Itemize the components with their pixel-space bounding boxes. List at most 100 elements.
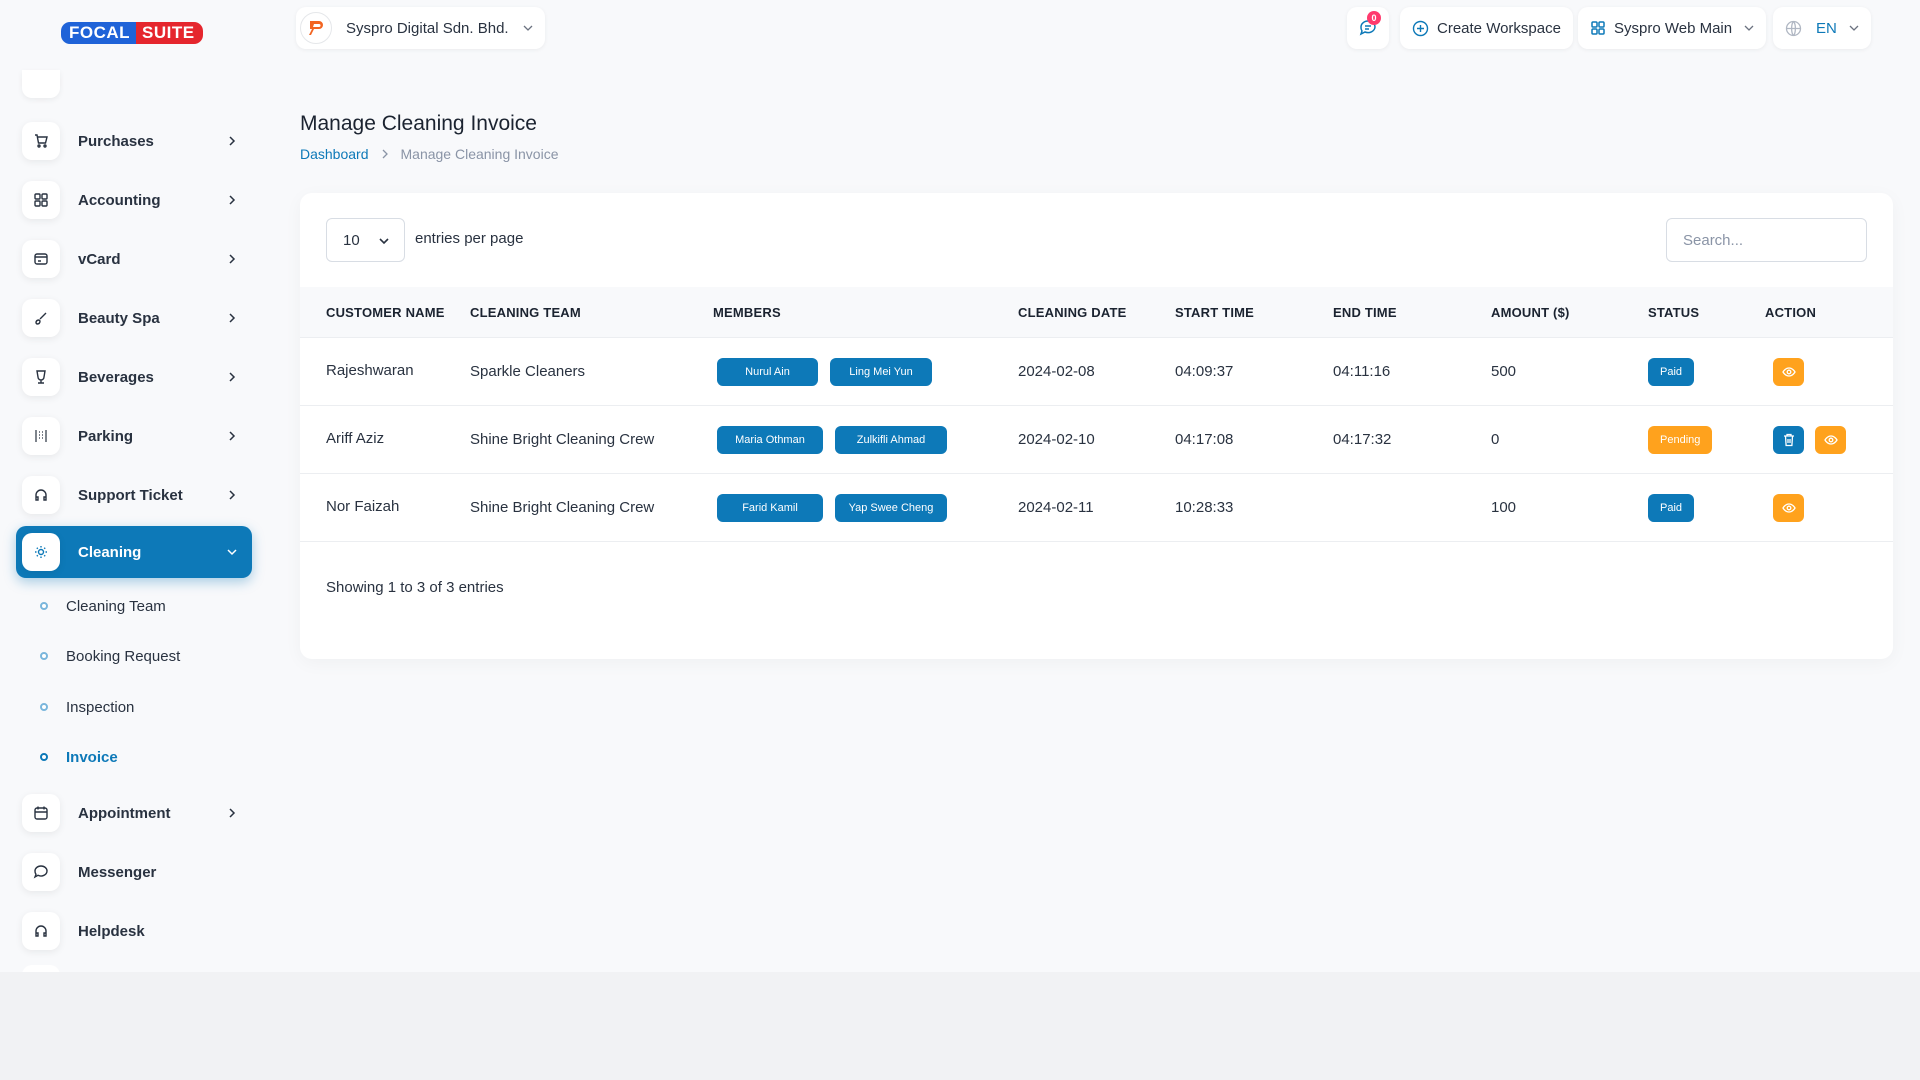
chevron-right-icon [218, 313, 246, 323]
column-header[interactable]: CLEANING TEAM [470, 305, 581, 320]
headset-icon [22, 912, 60, 950]
sidebar-item-partial[interactable] [22, 70, 60, 98]
eye-icon [1781, 367, 1796, 377]
cleaning-date: 2024-02-11 [1018, 499, 1094, 516]
bullet-icon [40, 602, 48, 610]
amount: 0 [1491, 431, 1500, 448]
chevron-right-icon [218, 431, 246, 441]
breadcrumb: Dashboard Manage Cleaning Invoice [300, 146, 559, 162]
customer-name: Nor Faizah [326, 498, 400, 515]
company-name: Syspro Digital Sdn. Bhd. [346, 19, 509, 37]
sidebar-item-label: Helpdesk [78, 922, 145, 940]
language-selector[interactable]: EN [1773, 7, 1871, 49]
globe-icon [1785, 20, 1802, 36]
column-header[interactable]: END TIME [1333, 305, 1397, 320]
plus-circle-icon [1412, 20, 1429, 36]
apps-icon [1591, 21, 1605, 35]
sidebar-item-partial[interactable] [22, 965, 60, 975]
search-input[interactable] [1666, 218, 1867, 262]
column-header[interactable]: CUSTOMER NAME [326, 305, 445, 320]
invoice-table-card: 10 entries per page CUSTOMER NAME CLEANI… [300, 193, 1893, 659]
sidebar-subitem-label: Cleaning Team [66, 597, 166, 615]
sidebar-item-label: Beverages [78, 368, 154, 386]
column-header[interactable]: AMOUNT ($) [1491, 305, 1570, 320]
chevron-down-icon [378, 234, 390, 251]
sun-icon [22, 533, 60, 571]
start-time: 04:09:37 [1175, 363, 1234, 380]
sidebar-item-vcard[interactable]: vCard [16, 234, 252, 284]
sidebar-item-cleaning[interactable]: Cleaning [16, 526, 252, 578]
chevron-down-icon [523, 20, 533, 37]
breadcrumb-current: Manage Cleaning Invoice [400, 146, 559, 162]
cleaning-team: Shine Bright Cleaning Crew [470, 431, 655, 448]
chat-icon [22, 853, 60, 891]
bullet-icon [40, 753, 48, 761]
sidebar-subitem-label: Inspection [66, 698, 135, 716]
sidebar-subitem-cleaning-team[interactable]: Cleaning Team [40, 594, 166, 618]
notifications-button[interactable]: 0 [1347, 7, 1389, 49]
cup-icon [22, 358, 60, 396]
delete-button[interactable] [1773, 426, 1804, 454]
workspace-name: Syspro Web Main [1614, 19, 1733, 37]
view-button[interactable] [1815, 426, 1846, 454]
customer-name: Rajeshwaran [326, 362, 414, 379]
sidebar-item-accounting[interactable]: Accounting [16, 175, 252, 225]
parking-icon [22, 417, 60, 455]
column-header[interactable]: MEMBERS [713, 305, 781, 320]
entries-per-page-label: entries per page [415, 230, 524, 247]
member-badge: Farid Kamil [717, 494, 823, 522]
chevron-right-icon [381, 149, 389, 159]
sidebar-item-beauty-spa[interactable]: Beauty Spa [16, 293, 252, 343]
sidebar-item-beverages[interactable]: Beverages [16, 352, 252, 402]
sidebar-item-messenger[interactable]: Messenger [16, 847, 252, 897]
sidebar-item-parking[interactable]: Parking [16, 411, 252, 461]
status-badge: Pending [1648, 426, 1713, 454]
eye-icon [1781, 503, 1796, 513]
cleaning-team: Shine Bright Cleaning Crew [470, 499, 655, 516]
chevron-right-icon [218, 254, 246, 264]
view-button[interactable] [1773, 494, 1804, 522]
chevron-down-icon [218, 547, 246, 557]
trash-icon [1783, 433, 1794, 447]
member-badge: Zulkifli Ahmad [835, 426, 947, 454]
sidebar-item-label: Cleaning [78, 543, 142, 561]
sidebar-item-label: Parking [78, 427, 134, 445]
bullet-icon [40, 703, 48, 711]
sidebar-item-label: Beauty Spa [78, 309, 160, 327]
sidebar-subitem-inspection[interactable]: Inspection [40, 695, 134, 719]
table-row: Nor Faizah Shine Bright Cleaning Crew Fa… [300, 474, 1893, 542]
breadcrumb-dashboard-link[interactable]: Dashboard [300, 146, 369, 162]
view-button[interactable] [1773, 358, 1804, 386]
sidebar-item-label: Support Ticket [78, 486, 183, 504]
entries-per-page-select[interactable]: 10 [326, 218, 405, 262]
create-workspace-label: Create Workspace [1437, 19, 1561, 37]
sidebar-subitem-booking-request[interactable]: Booking Request [40, 644, 180, 668]
sidebar-subitem-label: Invoice [66, 748, 118, 766]
company-selector[interactable]: Syspro Digital Sdn. Bhd. [296, 7, 545, 49]
sidebar-item-appointment[interactable]: Appointment [16, 788, 252, 838]
chevron-down-icon [1849, 20, 1859, 37]
column-header[interactable]: STATUS [1648, 305, 1700, 320]
sidebar-item-helpdesk[interactable]: Helpdesk [16, 906, 252, 956]
amount: 500 [1491, 363, 1517, 380]
cleaning-date: 2024-02-10 [1018, 431, 1095, 448]
end-time: 04:11:16 [1333, 363, 1391, 380]
sidebar-item-support-ticket[interactable]: Support Ticket [16, 470, 252, 520]
start-time: 04:17:08 [1175, 431, 1234, 448]
column-header[interactable]: START TIME [1175, 305, 1255, 320]
notification-badge: 0 [1367, 11, 1381, 25]
start-time: 10:28:33 [1175, 499, 1234, 516]
sidebar-item-label: Messenger [78, 863, 157, 881]
language-code: EN [1816, 19, 1837, 37]
brand-logo[interactable]: FOCAL SUITE [61, 22, 203, 44]
sidebar-subitem-invoice[interactable]: Invoice [40, 745, 118, 769]
workspace-selector[interactable]: Syspro Web Main [1578, 7, 1767, 49]
member-badge: Yap Swee Cheng [835, 494, 947, 522]
create-workspace-button[interactable]: Create Workspace [1400, 7, 1573, 49]
chat-icon [1359, 20, 1376, 36]
bullet-icon [40, 652, 48, 660]
company-logo-icon [300, 12, 332, 44]
column-header[interactable]: CLEANING DATE [1018, 305, 1127, 320]
sidebar-item-purchases[interactable]: Purchases [16, 116, 252, 166]
grid-icon [22, 181, 60, 219]
